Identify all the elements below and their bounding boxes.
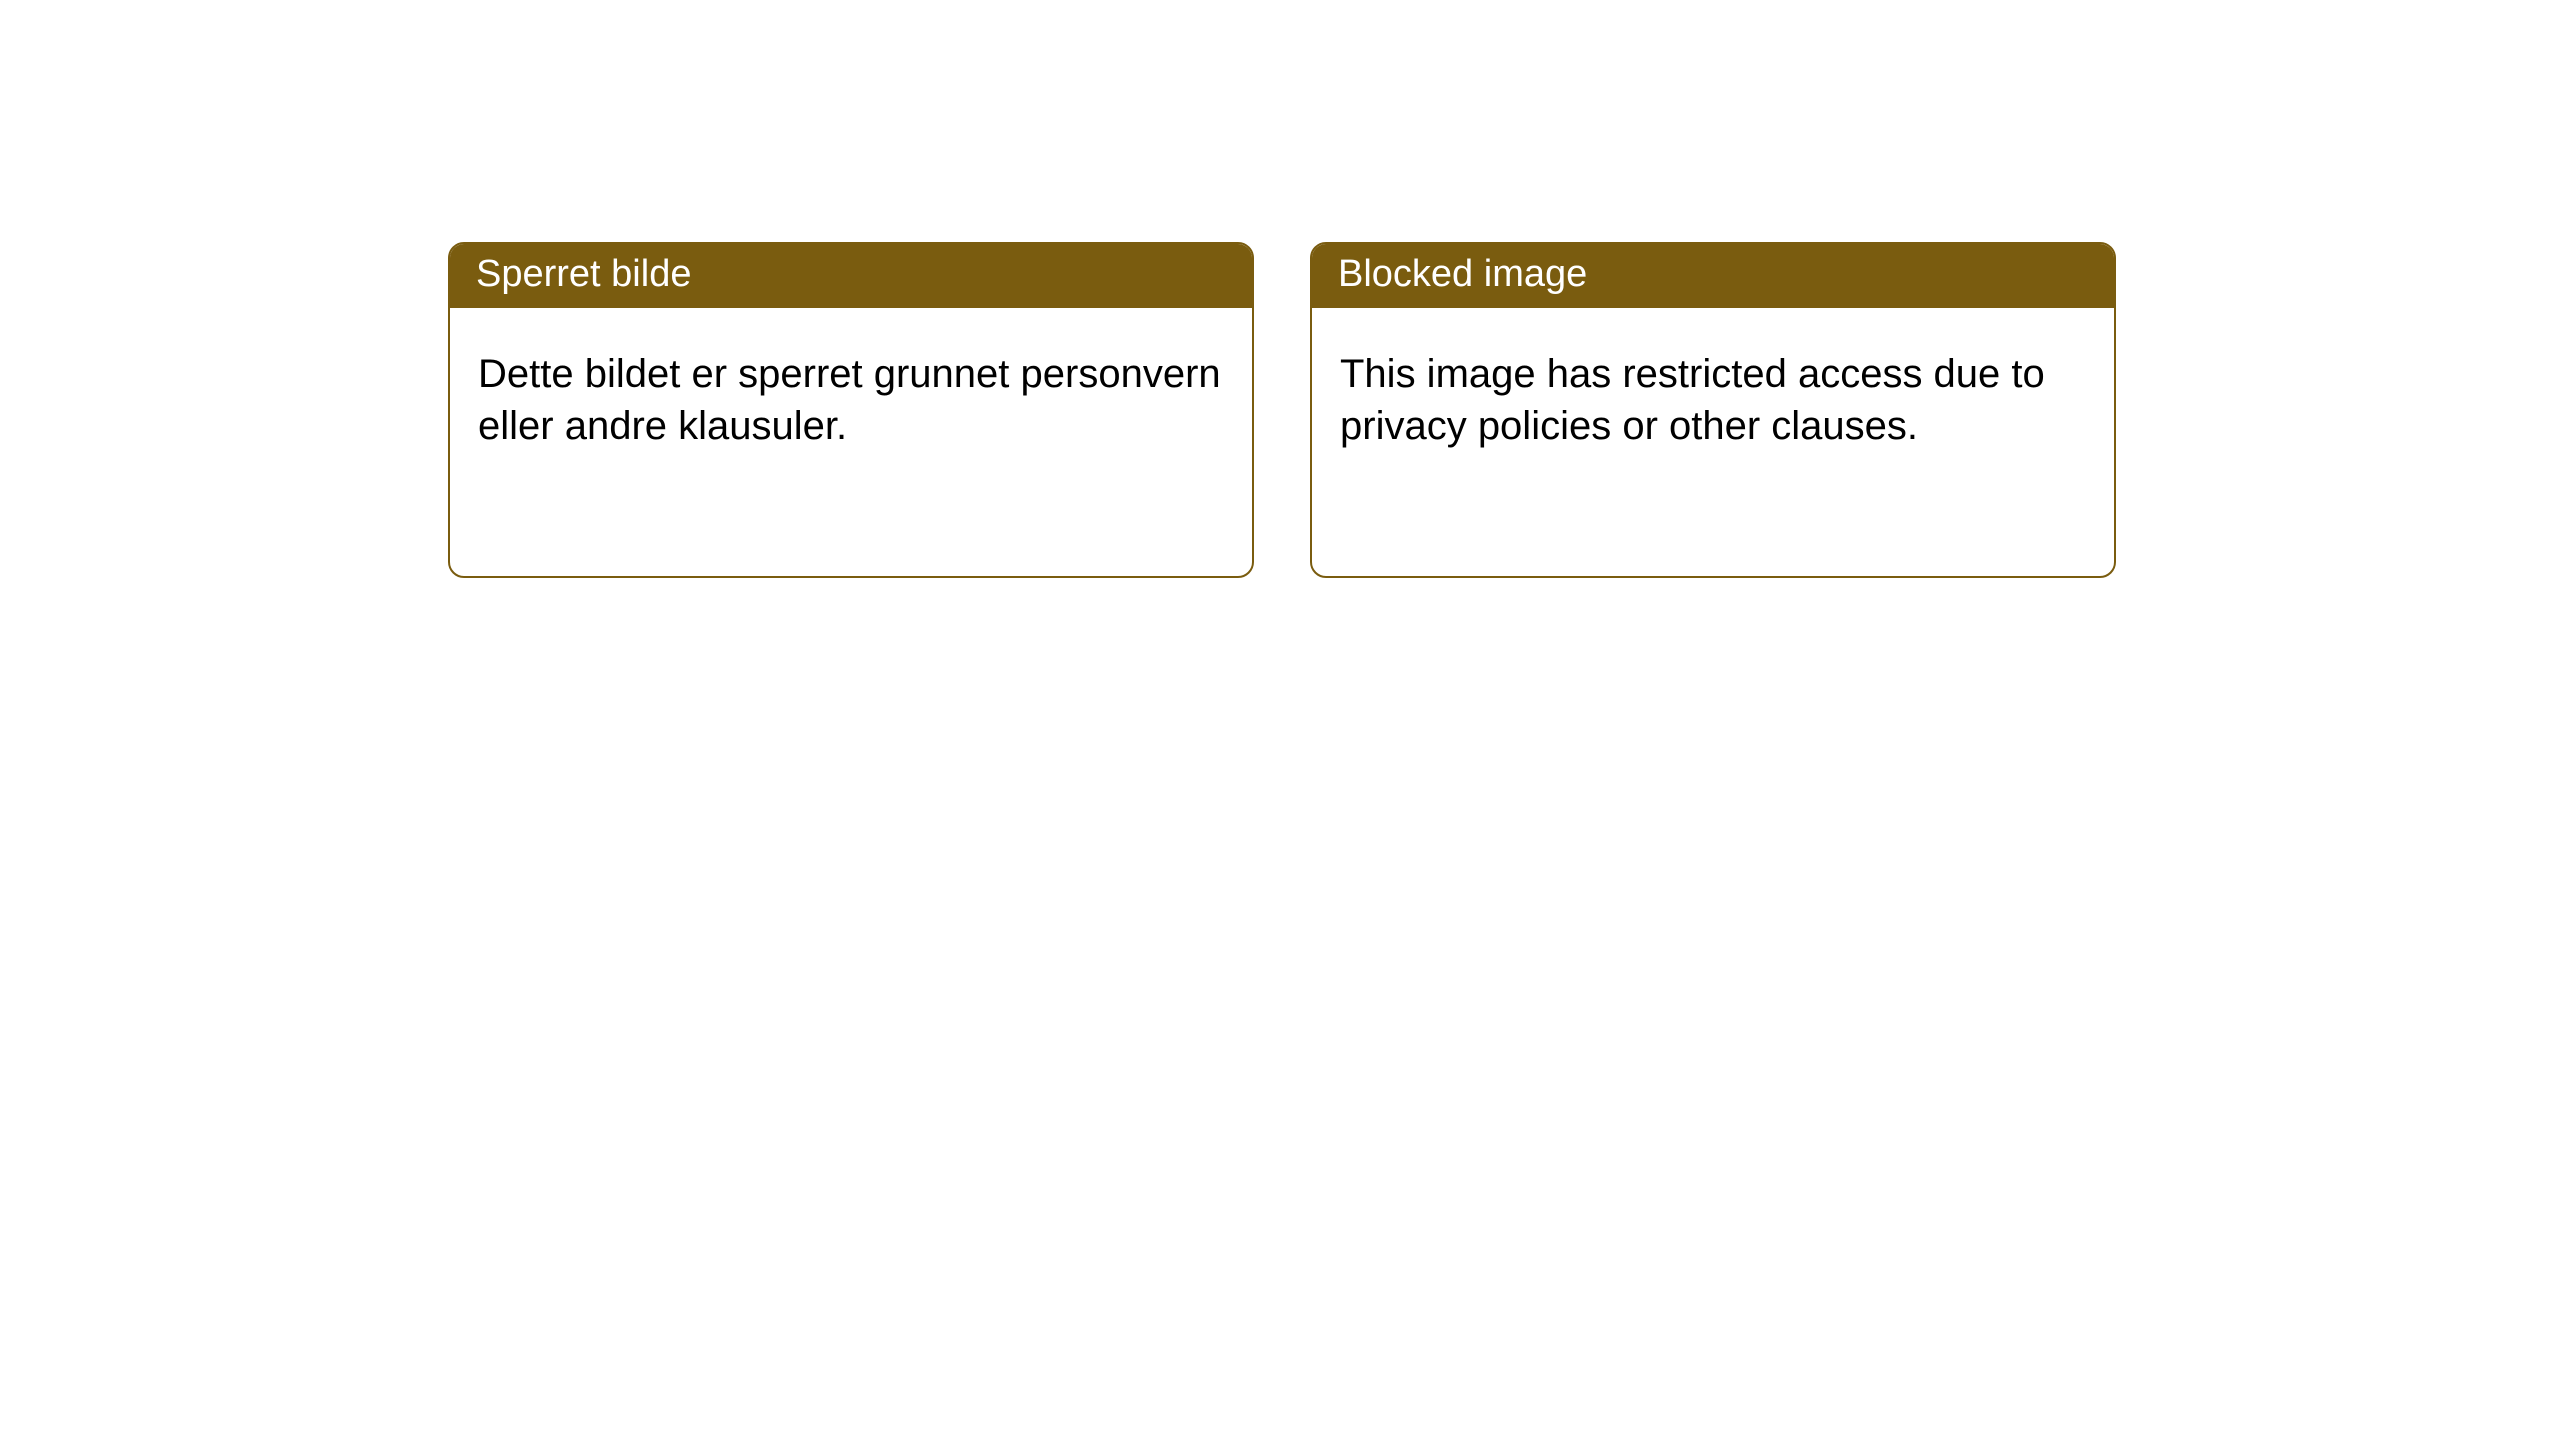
card-body-norwegian: Dette bildet er sperret grunnet personve… [450, 308, 1252, 480]
card-body-english: This image has restricted access due to … [1312, 308, 2114, 480]
blocked-image-card-english: Blocked image This image has restricted … [1310, 242, 2116, 578]
blocked-image-card-norwegian: Sperret bilde Dette bildet er sperret gr… [448, 242, 1254, 578]
card-title-norwegian: Sperret bilde [476, 253, 691, 295]
card-header-norwegian: Sperret bilde [450, 244, 1252, 308]
card-header-english: Blocked image [1312, 244, 2114, 308]
card-text-norwegian: Dette bildet er sperret grunnet personve… [478, 352, 1221, 448]
card-text-english: This image has restricted access due to … [1340, 352, 2045, 448]
notice-container: Sperret bilde Dette bildet er sperret gr… [0, 0, 2560, 578]
card-title-english: Blocked image [1338, 253, 1587, 295]
